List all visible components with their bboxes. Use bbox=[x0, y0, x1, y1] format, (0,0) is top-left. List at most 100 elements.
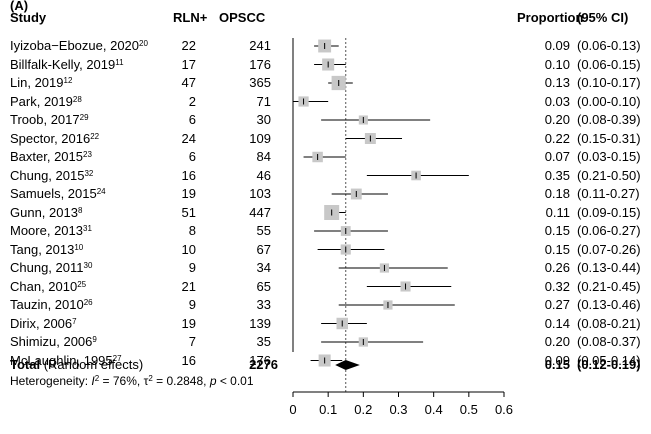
het-p-label: p bbox=[209, 374, 217, 388]
study-events: 47 bbox=[181, 75, 196, 90]
study-total: 35 bbox=[256, 334, 271, 349]
pooled-label-bold: Total bbox=[10, 357, 41, 372]
study-name-text: Iyizoba−Ebozue, 2020 bbox=[10, 38, 140, 53]
study-proportion: 0.11 bbox=[545, 204, 570, 220]
study-events: 19 bbox=[181, 186, 196, 201]
x-tick-label: 0.5 bbox=[460, 402, 478, 417]
study-ci: (0.10-0.17) bbox=[577, 75, 641, 90]
study-proportion: 0.07 bbox=[544, 149, 570, 164]
study-name: Spector, 201622 bbox=[10, 131, 99, 147]
x-tick-label: 0.1 bbox=[319, 402, 337, 417]
study-total: 67 bbox=[256, 241, 271, 257]
x-tick-label: 0.3 bbox=[389, 402, 407, 417]
study-events: 8 bbox=[188, 223, 196, 238]
x-tick-label: 0.4 bbox=[425, 402, 443, 417]
study-ci: (0.08-0.39) bbox=[577, 112, 641, 127]
heterogeneity-text: Heterogeneity: I2 = 76%, τ2 = 0.2848, p … bbox=[10, 374, 254, 388]
study-ci: (0.13-0.44) bbox=[577, 260, 641, 275]
study-ci: (0.11-0.27) bbox=[577, 186, 640, 201]
study-proportion: 0.20 bbox=[544, 112, 570, 127]
study-proportion: 0.09 bbox=[544, 352, 570, 368]
study-name: Chung, 201532 bbox=[10, 168, 93, 184]
study-proportion: 0.27 bbox=[544, 297, 570, 312]
study-name: Billfalk-Kelly, 201911 bbox=[10, 57, 124, 73]
study-events: 9 bbox=[188, 297, 196, 312]
study-name: Dirix, 20067 bbox=[10, 316, 77, 332]
study-ref: 32 bbox=[84, 168, 94, 178]
study-total: 365 bbox=[249, 75, 271, 90]
study-name: Park, 201928 bbox=[10, 94, 82, 110]
pooled-label-rest: (Random effects) bbox=[40, 357, 144, 372]
study-ref: 25 bbox=[77, 279, 87, 289]
het-tau-value: = 0.2848, bbox=[152, 374, 210, 388]
study-ref: 24 bbox=[96, 187, 106, 196]
study-total: 176 bbox=[249, 56, 271, 72]
study-ci: (0.03-0.15) bbox=[577, 149, 641, 164]
pooled-total: 2276 bbox=[249, 357, 278, 372]
header-ci: (95% CI) bbox=[577, 10, 629, 25]
study-name-text: Chan, 2010 bbox=[10, 278, 78, 294]
study-name: Chung, 201130 bbox=[10, 260, 92, 276]
pooled-proportion: 0.15 bbox=[544, 357, 570, 372]
study-ci: (0.08-0.37) bbox=[577, 334, 641, 349]
study-proportion: 0.15 bbox=[544, 223, 570, 238]
study-total: 46 bbox=[256, 167, 271, 183]
study-events: 2 bbox=[188, 93, 196, 109]
study-ci: (0.00-0.10) bbox=[577, 93, 641, 109]
study-name-text: Moore, 2013 bbox=[10, 223, 83, 238]
study-ref: 9 bbox=[92, 335, 97, 344]
panel-label: (A) bbox=[10, 0, 29, 13]
study-total: 176 bbox=[249, 352, 271, 368]
study-name-text: Baxter, 2015 bbox=[10, 149, 83, 164]
study-name: Gunn, 20138 bbox=[10, 205, 82, 221]
study-ref: 29 bbox=[79, 113, 89, 122]
study-proportion: 0.03 bbox=[544, 93, 570, 109]
study-total: 55 bbox=[256, 223, 271, 238]
study-name: Samuels, 201524 bbox=[10, 186, 106, 202]
study-ref: 10 bbox=[74, 242, 84, 252]
study-name-text: Lin, 2019 bbox=[10, 75, 64, 90]
header-total: OPSCC bbox=[219, 10, 266, 25]
pooled-diamond bbox=[335, 360, 360, 370]
study-ci: (0.21-0.45) bbox=[577, 278, 641, 294]
study-ci: (0.08-0.21) bbox=[577, 315, 641, 331]
het-p-value: < 0.01 bbox=[216, 374, 254, 388]
study-proportion: 0.32 bbox=[544, 278, 570, 294]
study-ref: 31 bbox=[83, 224, 92, 233]
study-ref: 28 bbox=[72, 94, 82, 104]
study-events: 22 bbox=[181, 38, 196, 53]
study-name-text: Chung, 2015 bbox=[10, 167, 85, 183]
study-name: Lin, 201912 bbox=[10, 75, 72, 91]
study-proportion: 0.35 bbox=[544, 167, 570, 183]
study-ci: (0.13-0.46) bbox=[577, 297, 641, 312]
study-events: 51 bbox=[181, 204, 196, 220]
header-events: RLN+ bbox=[173, 10, 208, 25]
study-ref: 7 bbox=[72, 316, 77, 326]
study-events: 7 bbox=[188, 334, 196, 349]
header-proportion: Proportion bbox=[517, 10, 584, 25]
pooled-ci: (0.12-0.19) bbox=[577, 357, 641, 372]
study-events: 24 bbox=[181, 130, 196, 146]
study-ref: 12 bbox=[63, 76, 73, 85]
study-events: 17 bbox=[181, 56, 196, 72]
study-events: 16 bbox=[181, 167, 196, 183]
study-ref: 22 bbox=[90, 131, 100, 141]
study-ref: 27 bbox=[112, 353, 122, 363]
x-tick-label: 0.2 bbox=[354, 402, 372, 417]
study-proportion: 0.09 bbox=[544, 38, 570, 53]
study-name: Chan, 201025 bbox=[10, 279, 86, 295]
study-name-text: Tang, 2013 bbox=[10, 241, 75, 257]
study-total: 30 bbox=[256, 112, 271, 127]
study-name-text: Chung, 2011 bbox=[10, 260, 84, 275]
study-total: 109 bbox=[249, 130, 271, 146]
study-proportion: 0.15 bbox=[544, 241, 570, 257]
study-ref: 30 bbox=[83, 261, 93, 270]
study-ci: (0.06-0.27) bbox=[577, 223, 641, 238]
pooled-label: Total (Random effects) bbox=[10, 357, 143, 373]
study-events: 16 bbox=[181, 352, 196, 368]
study-name: Baxter, 201523 bbox=[10, 149, 92, 165]
study-ref: 20 bbox=[139, 39, 148, 48]
study-total: 241 bbox=[249, 38, 271, 53]
study-proportion: 0.14 bbox=[544, 315, 570, 331]
het-i2-label: I bbox=[91, 374, 95, 388]
